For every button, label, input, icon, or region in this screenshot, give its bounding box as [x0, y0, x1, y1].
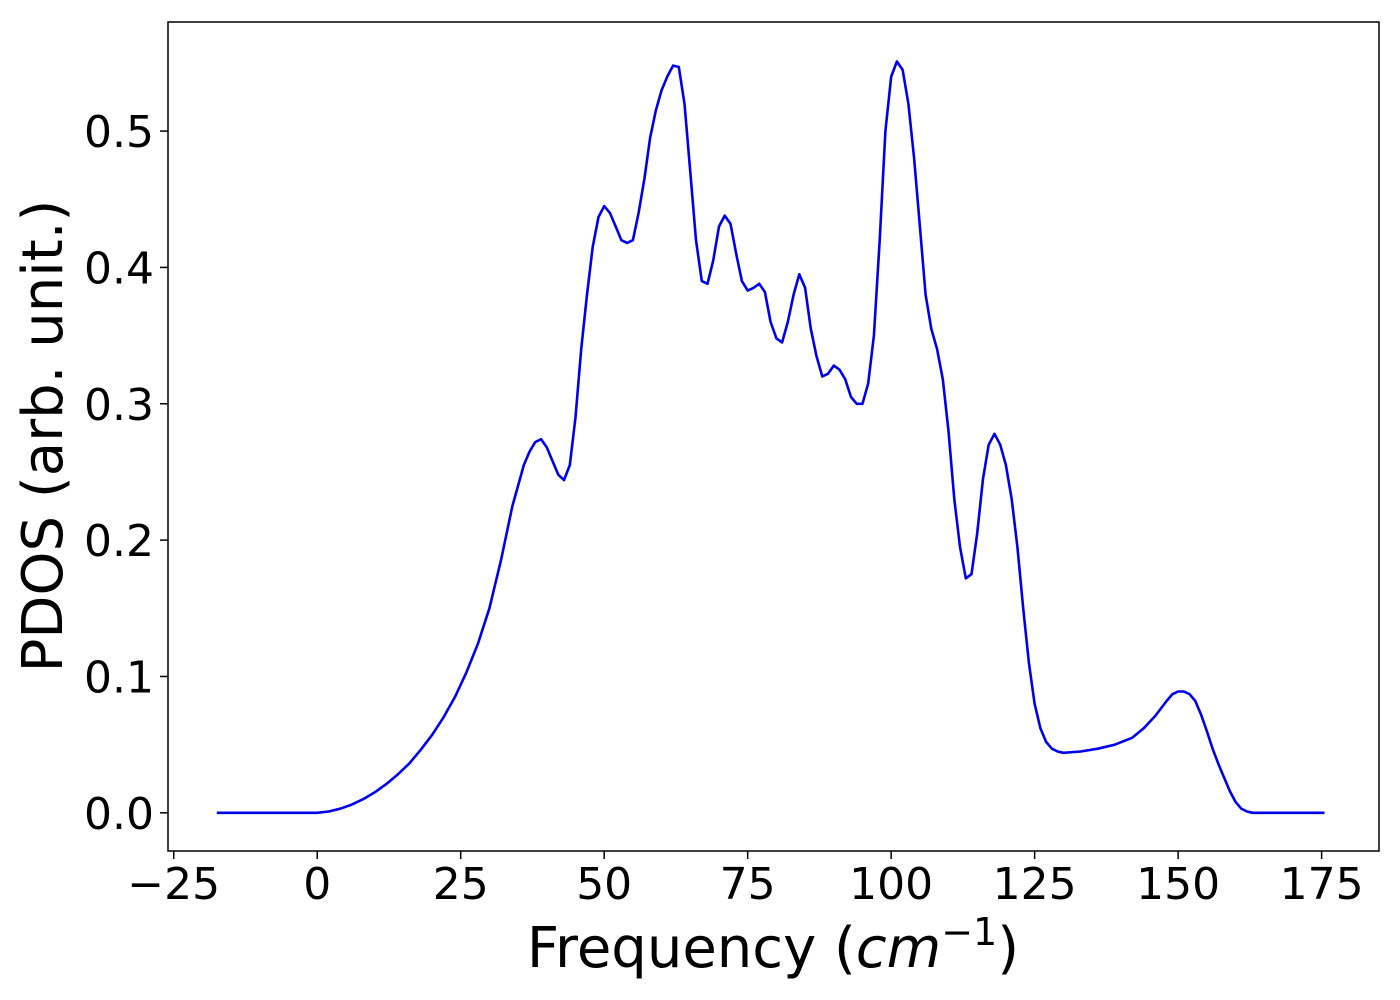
x-tick-label: 175 — [1280, 859, 1364, 910]
y-tick-label: 0.0 — [84, 789, 154, 840]
x-tick-label: 25 — [433, 859, 489, 910]
x-axis-label-unit: cm — [856, 916, 941, 981]
y-axis-label: PDOS (arb. unit.) — [11, 200, 76, 673]
x-axis-label-close-paren: ) — [997, 916, 1019, 981]
x-axis: −25 0 25 50 75 100 125 150 175 — [127, 851, 1364, 910]
x-tick-label: 0 — [303, 859, 331, 910]
x-tick-label: 125 — [993, 859, 1077, 910]
x-tick-label: 100 — [849, 859, 933, 910]
x-tick-label: −25 — [127, 859, 220, 910]
x-tick-label: 50 — [576, 859, 632, 910]
series-line-0 — [216, 60, 1325, 815]
x-tick-label: 75 — [720, 859, 776, 910]
x-tick-label: 150 — [1136, 859, 1220, 910]
y-tick-label: 0.4 — [84, 243, 154, 294]
x-axis-label: Frequency (cm−1) — [527, 910, 1019, 981]
y-tick-label: 0.3 — [84, 380, 154, 431]
x-axis-label-open-paren: ( — [816, 916, 856, 981]
y-axis: 0.0 0.1 0.2 0.3 0.4 0.5 — [84, 107, 168, 840]
y-tick-label: 0.5 — [84, 107, 154, 158]
x-axis-label-unit-exponent: −1 — [941, 910, 997, 954]
y-tick-label: 0.1 — [84, 652, 154, 703]
plot-frame — [167, 21, 1380, 852]
series-layer — [216, 60, 1325, 815]
y-tick-label: 0.2 — [84, 516, 154, 567]
x-axis-label-text: Frequency — [527, 916, 816, 981]
